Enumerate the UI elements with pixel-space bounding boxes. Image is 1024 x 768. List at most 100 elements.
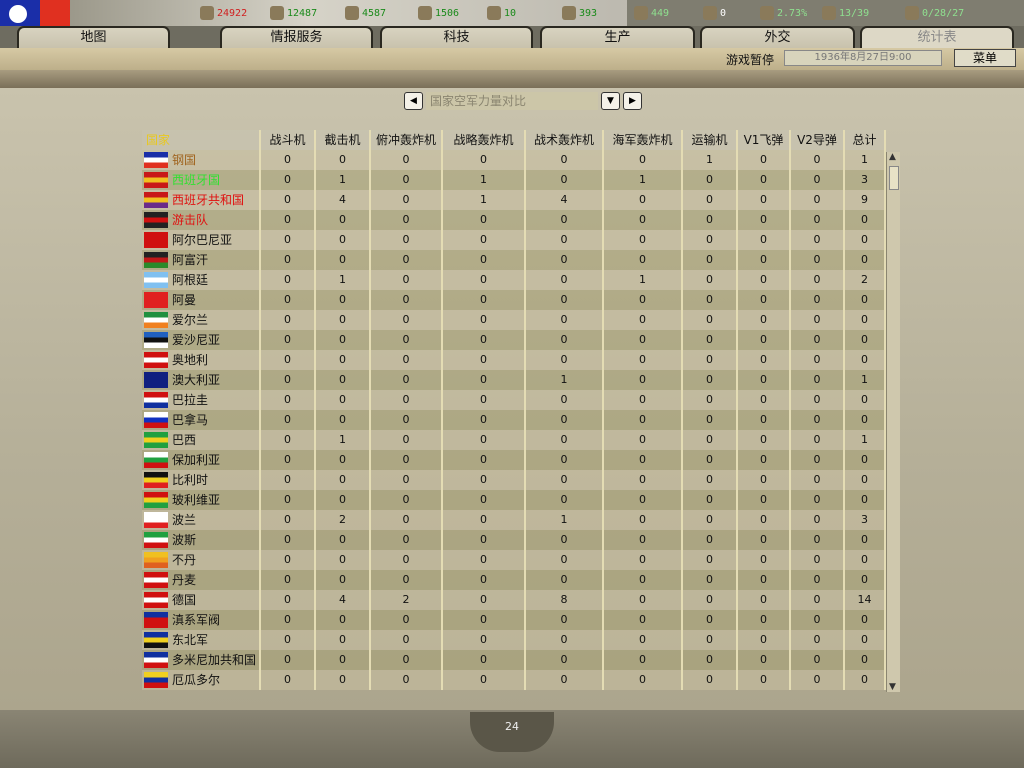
column-header[interactable]: 海军轰炸机	[604, 130, 683, 150]
resource-money[interactable]: 393	[562, 6, 597, 20]
table-row[interactable]: 澳大利亚 0 0 0 0 1 0 0 0 0 1	[142, 370, 886, 390]
tab-4[interactable]: 外交	[700, 26, 855, 48]
value-cell: 0	[604, 370, 683, 390]
resource-manpower[interactable]: 449	[634, 6, 669, 20]
table-row[interactable]: 阿富汗 0 0 0 0 0 0 0 0 0 0	[142, 250, 886, 270]
value-cell: 0	[526, 430, 604, 450]
value-cell: 0	[791, 150, 845, 170]
country-name: 波斯	[142, 530, 261, 550]
value-cell: 0	[443, 550, 526, 570]
scroll-thumb[interactable]	[889, 166, 899, 190]
resource-rare-materials[interactable]: 4587	[345, 6, 386, 20]
column-header[interactable]: 总计	[845, 130, 886, 150]
value-cell: 9	[845, 190, 886, 210]
table-row[interactable]: 保加利亚 0 0 0 0 0 0 0 0 0 0	[142, 450, 886, 470]
country-label: 丹麦	[172, 573, 197, 587]
scroll-down-icon[interactable]: ▼	[889, 682, 896, 692]
resource-metal[interactable]: 12487	[270, 6, 317, 20]
country-name: 巴拿马	[142, 410, 261, 430]
table-row[interactable]: 滇系军阀 0 0 0 0 0 0 0 0 0 0	[142, 610, 886, 630]
resource-dissent[interactable]: 2.73%	[760, 6, 807, 20]
column-header[interactable]: V2导弹	[791, 130, 845, 150]
value-cell: 0	[845, 250, 886, 270]
tab-3[interactable]: 生产	[540, 26, 695, 48]
country-name: 西班牙国	[142, 170, 261, 190]
stat-dropdown[interactable]: 国家空军力量对比	[426, 92, 598, 110]
table-row[interactable]: 阿曼 0 0 0 0 0 0 0 0 0 0	[142, 290, 886, 310]
column-header[interactable]: V1飞弹	[738, 130, 791, 150]
resource-energy[interactable]: 24922	[200, 6, 247, 20]
value-cell: 0	[604, 290, 683, 310]
value-cell: 0	[316, 570, 371, 590]
menu-button[interactable]: 菜单	[954, 49, 1016, 67]
table-row[interactable]: 奥地利 0 0 0 0 0 0 0 0 0 0	[142, 350, 886, 370]
value-cell: 0	[791, 270, 845, 290]
value-cell: 0	[261, 230, 316, 250]
prev-arrow-icon[interactable]: ◀	[404, 92, 423, 110]
column-header[interactable]: 运输机	[683, 130, 738, 150]
country-name: 德国	[142, 590, 261, 610]
value-cell: 0	[371, 270, 443, 290]
value-cell: 0	[683, 530, 738, 550]
value-cell: 0	[683, 650, 738, 670]
table-row[interactable]: 不丹 0 0 0 0 0 0 0 0 0 0	[142, 550, 886, 570]
table-row[interactable]: 比利时 0 0 0 0 0 0 0 0 0 0	[142, 470, 886, 490]
dropdown-arrow-icon[interactable]: ▼	[601, 92, 620, 110]
table-row[interactable]: 多米尼加共和国 0 0 0 0 0 0 0 0 0 0	[142, 650, 886, 670]
stat-selector: ◀ 国家空军力量对比 ▼ ▶	[404, 92, 642, 110]
table-row[interactable]: 玻利维亚 0 0 0 0 0 0 0 0 0 0	[142, 490, 886, 510]
resource-value: 0/28/27	[922, 7, 965, 19]
scrollbar[interactable]: ▲ ▼	[886, 152, 900, 692]
resource-oil[interactable]: 1506	[418, 6, 459, 20]
resource-value: 4587	[362, 7, 387, 19]
value-cell: 0	[371, 250, 443, 270]
scroll-up-icon[interactable]: ▲	[889, 152, 896, 162]
game-paused-label[interactable]: 游戏暂停	[726, 53, 775, 67]
table-row[interactable]: 德国 0 4 2 0 8 0 0 0 0 14	[142, 590, 886, 610]
table-row[interactable]: 爱沙尼亚 0 0 0 0 0 0 0 0 0 0	[142, 330, 886, 350]
resource-convoy[interactable]: 0/28/27	[905, 6, 964, 20]
country-name: 阿根廷	[142, 270, 261, 290]
country-label: 玻利维亚	[172, 493, 221, 507]
column-header[interactable]: 截击机	[316, 130, 371, 150]
value-cell: 0	[261, 250, 316, 270]
value-cell: 0	[738, 650, 791, 670]
column-header[interactable]: 战斗机	[261, 130, 316, 150]
table-row[interactable]: 爱尔兰 0 0 0 0 0 0 0 0 0 0	[142, 310, 886, 330]
resource-transport[interactable]: 13/39	[822, 6, 869, 20]
table-row[interactable]: 巴西 0 1 0 0 0 0 0 0 0 1	[142, 430, 886, 450]
table-row[interactable]: 巴拿马 0 0 0 0 0 0 0 0 0 0	[142, 410, 886, 430]
country-label: 波兰	[172, 513, 197, 527]
value-cell: 0	[316, 530, 371, 550]
table-row[interactable]: 东北军 0 0 0 0 0 0 0 0 0 0	[142, 630, 886, 650]
value-cell: 0	[261, 290, 316, 310]
table-row[interactable]: 西班牙国 0 1 0 1 0 1 0 0 0 3	[142, 170, 886, 190]
resource-value: 393	[579, 7, 598, 19]
table-row[interactable]: 巴拉圭 0 0 0 0 0 0 0 0 0 0	[142, 390, 886, 410]
column-header[interactable]: 俯冲轰炸机	[371, 130, 443, 150]
resource-supplies[interactable]: 10	[487, 6, 516, 20]
table-row[interactable]: 波兰 0 2 0 0 1 0 0 0 0 3	[142, 510, 886, 530]
column-header[interactable]: 战略轰炸机	[443, 130, 526, 150]
table-row[interactable]: 游击队 0 0 0 0 0 0 0 0 0 0	[142, 210, 886, 230]
country-name: 游击队	[142, 210, 261, 230]
table-row[interactable]: 西班牙共和国 0 4 0 1 4 0 0 0 0 9	[142, 190, 886, 210]
table-row[interactable]: 阿尔巴尼亚 0 0 0 0 0 0 0 0 0 0	[142, 230, 886, 250]
next-arrow-icon[interactable]: ▶	[623, 92, 642, 110]
flag-icon	[144, 192, 168, 208]
table-row[interactable]: 波斯 0 0 0 0 0 0 0 0 0 0	[142, 530, 886, 550]
value-cell: 0	[683, 330, 738, 350]
table-row[interactable]: 阿根廷 0 1 0 0 0 1 0 0 0 2	[142, 270, 886, 290]
table-row[interactable]: 丹麦 0 0 0 0 0 0 0 0 0 0	[142, 570, 886, 590]
tab-0[interactable]: 地图	[17, 26, 170, 48]
table-row[interactable]: 厄瓜多尔 0 0 0 0 0 0 0 0 0 0	[142, 670, 886, 690]
tab-5[interactable]: 统计表	[860, 26, 1014, 48]
flag-icon	[144, 432, 168, 448]
table-row[interactable]: 钢国 0 0 0 0 0 0 1 0 0 1	[142, 150, 886, 170]
resource-diplomacy[interactable]: 0	[703, 6, 726, 20]
column-header[interactable]: 战术轰炸机	[526, 130, 604, 150]
column-header[interactable]: 国家	[142, 130, 261, 150]
value-cell: 0	[371, 310, 443, 330]
tab-1[interactable]: 情报服务	[220, 26, 373, 48]
tab-2[interactable]: 科技	[380, 26, 533, 48]
